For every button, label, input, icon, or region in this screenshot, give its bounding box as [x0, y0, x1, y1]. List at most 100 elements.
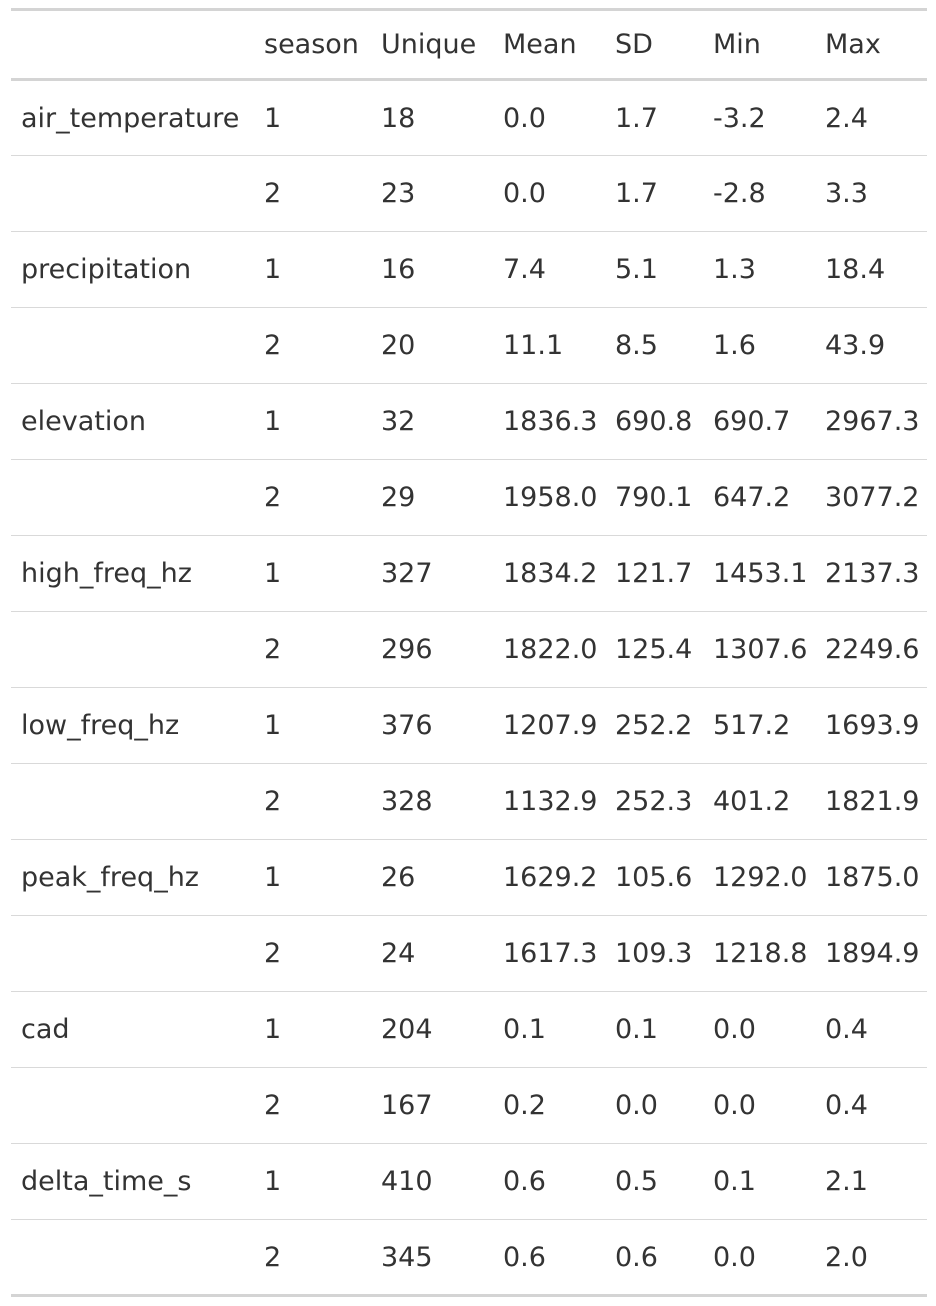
cell-season: 1	[264, 862, 282, 893]
header-unique: Unique	[381, 29, 477, 60]
cell-max: 3.3	[825, 178, 868, 209]
cell-unique: 327	[381, 558, 433, 589]
cell-variable	[11, 916, 254, 992]
cell-sd: 790.1	[615, 482, 693, 513]
cell-season: 1	[264, 406, 282, 437]
cell-season: 1	[264, 558, 282, 589]
table-row: 2 345 0.6 0.6 0.0 2.0	[11, 1220, 927, 1296]
cell-variable: low_freq_hz	[21, 710, 180, 741]
cell-min: -2.8	[713, 178, 766, 209]
cell-variable: delta_time_s	[21, 1166, 192, 1197]
cell-season: 2	[264, 1090, 282, 1121]
table-body: air_temperature 1 18 0.0 1.7 -3.2 2.4 2 23 0.0 1.7…	[11, 80, 927, 1296]
cell-sd: 252.2	[615, 710, 693, 741]
cell-variable: peak_freq_hz	[21, 862, 199, 893]
cell-season: 2	[264, 330, 282, 361]
cell-max: 1821.9	[825, 786, 920, 817]
cell-sd: 0.6	[615, 1241, 658, 1273]
cell-max: 0.4	[825, 1090, 868, 1121]
cell-max: 1693.9	[825, 710, 920, 741]
cell-unique: 345	[381, 1241, 433, 1273]
cell-mean: 1617.3	[503, 938, 598, 969]
cell-mean: 0.0	[503, 178, 546, 209]
cell-mean: 1836.3	[503, 406, 598, 437]
cell-max: 2249.6	[825, 634, 920, 665]
cell-mean: 0.0	[503, 102, 546, 134]
cell-min: 1307.6	[713, 634, 808, 665]
cell-max: 18.4	[825, 254, 886, 285]
cell-season: 1	[264, 1166, 282, 1197]
header-sd: SD	[615, 29, 653, 60]
cell-min: 517.2	[713, 710, 791, 741]
cell-unique: 23	[381, 178, 416, 209]
cell-variable: cad	[21, 1014, 70, 1045]
table-row: 2 24 1617.3 109.3 1218.8 1894.9	[11, 916, 927, 992]
cell-unique: 20	[381, 330, 416, 361]
header-row: season Unique Mean SD Min Max	[11, 9, 927, 80]
cell-variable: high_freq_hz	[21, 558, 192, 589]
cell-unique: 29	[381, 482, 416, 513]
cell-season: 1	[264, 102, 282, 134]
cell-max: 0.4	[825, 1014, 868, 1045]
table-row: cad 1 204 0.1 0.1 0.0 0.4	[11, 992, 927, 1068]
cell-sd: 252.3	[615, 786, 693, 817]
cell-unique: 296	[381, 634, 433, 665]
table-row: low_freq_hz 1 376 1207.9 252.2 517.2 1693.9	[11, 688, 927, 764]
header-variable	[11, 10, 254, 80]
cell-unique: 24	[381, 938, 416, 969]
summary-table-container: season Unique Mean SD Min Max air_temper…	[11, 8, 927, 1297]
cell-mean: 0.6	[503, 1166, 546, 1197]
cell-min: 690.7	[713, 406, 791, 437]
cell-variable	[11, 308, 254, 384]
cell-max: 2.1	[825, 1166, 868, 1197]
table-row: 2 296 1822.0 125.4 1307.6 2249.6	[11, 612, 927, 688]
cell-season: 2	[264, 178, 282, 209]
cell-mean: 11.1	[503, 330, 564, 361]
cell-unique: 16	[381, 254, 416, 285]
cell-sd: 109.3	[615, 938, 693, 969]
cell-sd: 690.8	[615, 406, 693, 437]
table-row: 2 20 11.1 8.5 1.6 43.9	[11, 308, 927, 384]
cell-variable	[11, 612, 254, 688]
cell-max: 2967.3	[825, 406, 920, 437]
cell-sd: 121.7	[615, 558, 693, 589]
cell-unique: 328	[381, 786, 433, 817]
cell-mean: 0.1	[503, 1014, 546, 1045]
cell-unique: 167	[381, 1090, 433, 1121]
cell-variable: precipitation	[21, 254, 192, 285]
cell-max: 2137.3	[825, 558, 920, 589]
cell-mean: 0.6	[503, 1241, 546, 1273]
cell-variable	[11, 1220, 254, 1296]
table-row: 2 29 1958.0 790.1 647.2 3077.2	[11, 460, 927, 536]
table-row: peak_freq_hz 1 26 1629.2 105.6 1292.0 1875.0	[11, 840, 927, 916]
cell-season: 2	[264, 482, 282, 513]
cell-unique: 18	[381, 102, 416, 134]
cell-mean: 0.2	[503, 1090, 546, 1121]
cell-max: 2.4	[825, 102, 868, 134]
cell-min: 0.1	[713, 1166, 756, 1197]
cell-sd: 5.1	[615, 254, 658, 285]
header-min: Min	[713, 29, 761, 60]
cell-variable: elevation	[21, 406, 146, 437]
cell-min: 1292.0	[713, 862, 808, 893]
cell-season: 1	[264, 1014, 282, 1045]
cell-season: 2	[264, 786, 282, 817]
cell-season: 1	[264, 254, 282, 285]
table-row: elevation 1 32 1836.3 690.8 690.7 2967.3	[11, 384, 927, 460]
cell-unique: 204	[381, 1014, 433, 1045]
cell-season: 2	[264, 1241, 282, 1273]
cell-unique: 26	[381, 862, 416, 893]
cell-unique: 410	[381, 1166, 433, 1197]
cell-mean: 1207.9	[503, 710, 598, 741]
table-row: high_freq_hz 1 327 1834.2 121.7 1453.1 2137.3	[11, 536, 927, 612]
cell-max: 3077.2	[825, 482, 920, 513]
cell-sd: 0.1	[615, 1014, 658, 1045]
cell-sd: 0.0	[615, 1090, 658, 1121]
table-row: precipitation 1 16 7.4 5.1 1.3 18.4	[11, 232, 927, 308]
cell-variable	[11, 764, 254, 840]
cell-min: 1.6	[713, 330, 756, 361]
cell-sd: 105.6	[615, 862, 693, 893]
cell-sd: 1.7	[615, 178, 658, 209]
cell-sd: 8.5	[615, 330, 658, 361]
cell-min: 1453.1	[713, 558, 808, 589]
